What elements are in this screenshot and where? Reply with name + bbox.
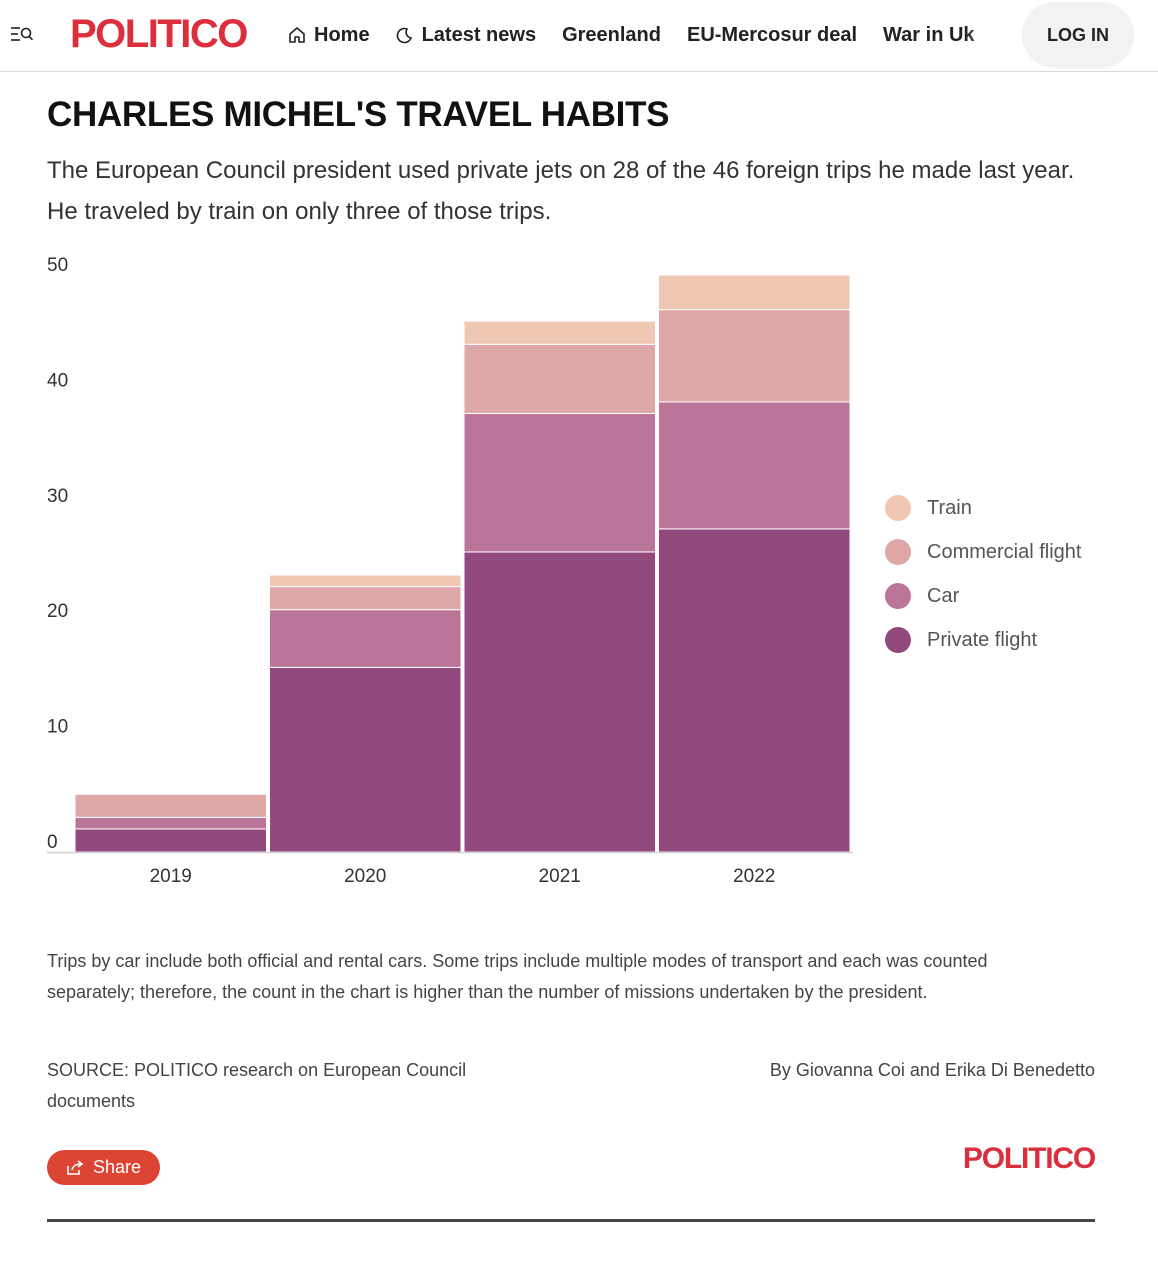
legend-swatch bbox=[885, 627, 911, 653]
legend-label: Car bbox=[927, 584, 960, 607]
share-icon bbox=[67, 1159, 84, 1175]
nav-link-label: Latest news bbox=[421, 23, 537, 46]
bar-segment-train[interactable] bbox=[269, 574, 462, 588]
login-button[interactable]: LOG IN bbox=[1022, 2, 1134, 68]
nav-link-label: Home bbox=[314, 23, 370, 46]
nav-link-war-in-ukraine[interactable]: War in Uk bbox=[883, 23, 975, 46]
bar-segment-train[interactable] bbox=[658, 274, 851, 311]
bar-segment-car[interactable] bbox=[463, 412, 656, 553]
top-nav: POLITICO Home Latest news Greenland EU-M… bbox=[0, 0, 1158, 72]
chart-legend: Train Commercial flight Car Private flight bbox=[885, 486, 1081, 662]
y-tick-label: 40 bbox=[47, 370, 68, 391]
bar-segment-private-flight[interactable] bbox=[269, 666, 462, 853]
share-button[interactable]: Share bbox=[47, 1150, 160, 1185]
bar-segment-commercial-flight[interactable] bbox=[658, 309, 851, 403]
bar-segment-commercial-flight[interactable] bbox=[463, 343, 656, 414]
bar-segment-private-flight[interactable] bbox=[463, 551, 656, 853]
y-tick-label: 0 bbox=[47, 832, 58, 853]
y-tick-label: 50 bbox=[47, 255, 68, 276]
chart-byline: By Giovanna Coi and Erika Di Benedetto bbox=[769, 1060, 1095, 1080]
menu-search-icon[interactable] bbox=[10, 24, 34, 44]
x-tick-label: 2020 bbox=[344, 866, 386, 887]
bar-segment-commercial-flight[interactable] bbox=[269, 586, 462, 611]
nav-link-greenland[interactable]: Greenland bbox=[562, 23, 661, 46]
legend-label: Train bbox=[927, 496, 972, 519]
legend-item-car[interactable]: Car bbox=[885, 574, 1081, 618]
legend-label: Private flight bbox=[927, 628, 1038, 651]
politico-logo[interactable]: POLITICO bbox=[70, 12, 248, 56]
chart-source: SOURCE: POLITICO research on European Co… bbox=[47, 1060, 467, 1111]
chart-title: CHARLES MICHEL'S TRAVEL HABITS bbox=[47, 95, 670, 134]
bar-segment-commercial-flight[interactable] bbox=[74, 793, 267, 818]
legend-label: Commercial flight bbox=[927, 540, 1082, 563]
footer-politico-logo[interactable]: POLITICO bbox=[962, 1142, 1096, 1175]
nav-link-home[interactable]: Home bbox=[288, 24, 370, 47]
bar-segment-car[interactable] bbox=[74, 816, 267, 830]
share-label: Share bbox=[92, 1157, 142, 1177]
bar-segment-car[interactable] bbox=[269, 609, 462, 668]
nav-links: Home Latest news Greenland EU-Mercosur d… bbox=[288, 0, 1006, 70]
bar-segment-private-flight[interactable] bbox=[658, 528, 851, 853]
bar-segment-private-flight[interactable] bbox=[74, 828, 267, 853]
home-icon bbox=[289, 27, 305, 43]
y-tick-label: 10 bbox=[47, 717, 68, 738]
stacked-bar-chart: 0 10 20 30 40 50 2019 2020 2021 2022 bbox=[47, 255, 853, 887]
nav-link-latest-news[interactable]: Latest news bbox=[396, 24, 536, 47]
legend-swatch bbox=[885, 539, 911, 565]
legend-item-train[interactable]: Train bbox=[885, 486, 1081, 530]
bar-segment-train[interactable] bbox=[463, 320, 656, 345]
chart-note: Trips by car include both official and r… bbox=[47, 951, 988, 1002]
bottom-divider bbox=[47, 1219, 1095, 1222]
nav-fade bbox=[965, 0, 1015, 70]
moon-icon bbox=[396, 27, 412, 44]
nav-link-eu-mercosur[interactable]: EU-Mercosur deal bbox=[686, 23, 858, 46]
x-tick-label: 2022 bbox=[733, 866, 775, 887]
legend-item-private-flight[interactable]: Private flight bbox=[885, 618, 1081, 662]
legend-swatch bbox=[885, 583, 911, 609]
legend-swatch bbox=[885, 495, 911, 521]
legend-item-commercial-flight[interactable]: Commercial flight bbox=[885, 530, 1081, 574]
x-tick-label: 2019 bbox=[150, 866, 192, 887]
y-tick-label: 30 bbox=[47, 486, 68, 507]
chart-subtitle: The European Council president used priv… bbox=[47, 157, 1075, 225]
y-tick-label: 20 bbox=[47, 601, 68, 622]
bar-segment-car[interactable] bbox=[658, 401, 851, 530]
x-tick-label: 2021 bbox=[539, 866, 581, 887]
